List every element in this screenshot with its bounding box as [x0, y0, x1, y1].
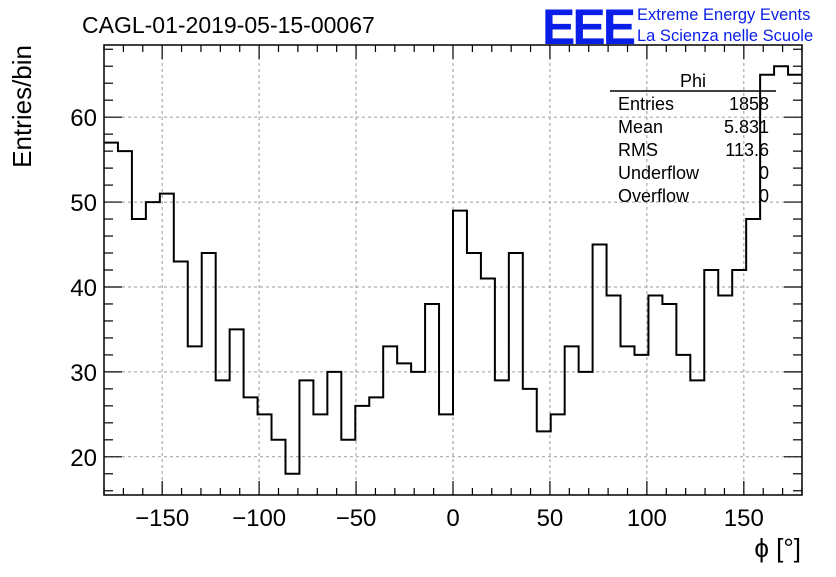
- axis-ticks: [103, 45, 803, 495]
- stats-value: 0: [759, 163, 769, 183]
- histogram-line: [104, 65, 802, 475]
- x-tick-label: 50: [537, 505, 564, 532]
- stats-label: Entries: [618, 94, 674, 114]
- stats-box: Phi Entries 1858 Mean 5.831 RMS 113.6 Underflo…: [610, 71, 776, 206]
- stats-name: Phi: [680, 71, 706, 91]
- x-tick-labels: −150 −100 −50 0 50 100 150: [135, 505, 764, 532]
- eee-logo-line1: Extreme Energy Events: [637, 6, 810, 24]
- y-tick-label: 30: [70, 360, 97, 387]
- stats-value: 0: [759, 186, 769, 206]
- y-tick-label: 60: [70, 105, 97, 132]
- stats-value: 5.831: [724, 117, 769, 137]
- x-tick-label: −150: [135, 505, 189, 532]
- stats-value: 1858: [729, 94, 769, 114]
- stats-label: Underflow: [618, 163, 700, 183]
- y-tick-label: 40: [70, 275, 97, 302]
- x-tick-label: 100: [627, 505, 667, 532]
- eee-logo-mark: EEE: [542, 0, 635, 55]
- chart-title: CAGL-01-2019-05-15-00067: [82, 12, 375, 38]
- y-tick-labels: 20 30 40 50 60: [70, 105, 97, 472]
- x-tick-label: 150: [724, 505, 764, 532]
- stats-label: Overflow: [618, 186, 690, 206]
- y-tick-label: 20: [70, 445, 97, 472]
- stats-label: RMS: [618, 140, 658, 160]
- y-axis-title: Entries/bin: [7, 45, 37, 168]
- eee-logo: EEE Extreme Energy Events La Scienza nel…: [542, 0, 813, 55]
- stats-value: 113.6: [725, 140, 769, 160]
- stats-rows: Entries 1858 Mean 5.831 RMS 113.6 Underflow 0 Ov…: [618, 94, 769, 206]
- eee-logo-line2: La Scienza nelle Scuole: [637, 27, 813, 45]
- x-tick-label: −50: [336, 505, 377, 532]
- x-tick-label: −100: [232, 505, 286, 532]
- y-tick-label: 50: [70, 190, 97, 217]
- x-tick-label: 0: [446, 505, 459, 532]
- x-axis-title: ϕ [°]: [754, 533, 801, 563]
- stats-label: Mean: [618, 117, 663, 137]
